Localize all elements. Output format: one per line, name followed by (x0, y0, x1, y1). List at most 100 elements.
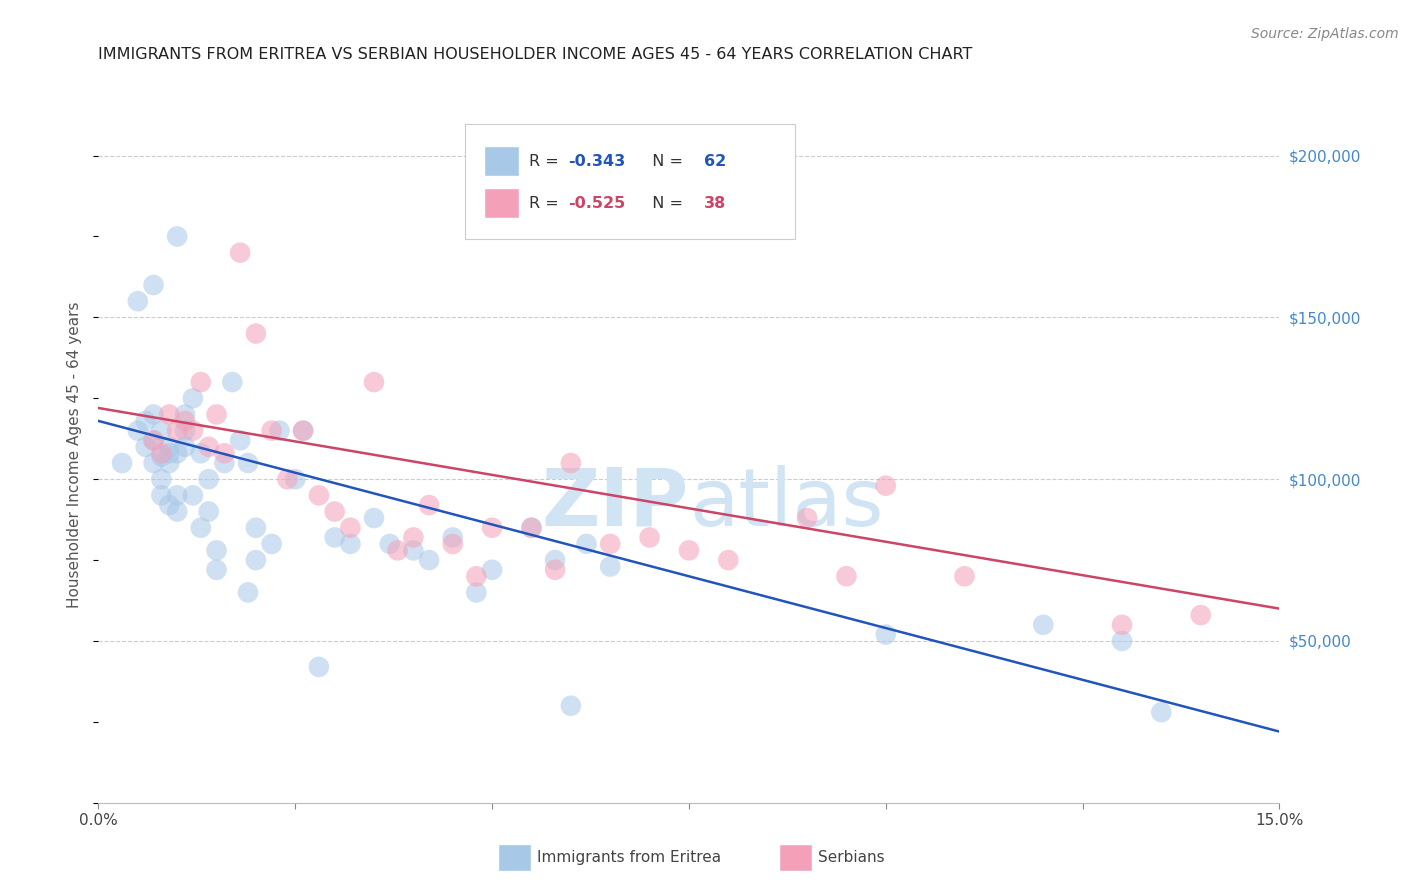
Point (174, 408, 197, 422)
Point (157, 498, 180, 512)
Point (387, 543, 409, 558)
Point (284, 472, 307, 486)
Point (157, 408, 180, 422)
Point (323, 504, 346, 518)
Point (1032, 617, 1054, 632)
Point (135, 440, 157, 454)
Point (1150, 705, 1173, 719)
Point (1111, 617, 1133, 632)
Point (166, 229, 188, 244)
Point (323, 531, 346, 545)
Point (269, 424, 291, 438)
Point (544, 563, 567, 577)
Point (465, 585, 488, 599)
Point (599, 537, 621, 551)
Point (142, 278, 165, 293)
Point (166, 504, 188, 518)
Point (339, 521, 361, 535)
Text: atlas: atlas (689, 465, 883, 542)
Point (181, 392, 204, 406)
Point (190, 446, 212, 460)
Point (796, 511, 818, 525)
Point (197, 472, 219, 486)
Point (197, 504, 219, 518)
Point (481, 521, 503, 535)
Point (465, 569, 488, 583)
Point (214, 446, 236, 460)
Text: 62: 62 (704, 153, 727, 169)
Text: Source: ZipAtlas.com: Source: ZipAtlas.com (1251, 27, 1399, 41)
Text: -0.525: -0.525 (568, 195, 626, 211)
Bar (485, 189, 517, 217)
Point (520, 521, 543, 535)
FancyBboxPatch shape (464, 124, 796, 239)
Point (575, 537, 598, 551)
Text: Serbians: Serbians (818, 850, 884, 864)
Point (166, 488, 188, 502)
Point (236, 456, 259, 470)
Point (174, 414, 197, 428)
Text: -0.343: -0.343 (568, 153, 626, 169)
Point (142, 434, 165, 448)
Text: IMMIGRANTS FROM ERITREA VS SERBIAN HOUSEHOLDER INCOME AGES 45 - 64 YEARS CORRELA: IMMIGRANTS FROM ERITREA VS SERBIAN HOUSE… (98, 47, 973, 62)
Text: R =: R = (530, 195, 564, 211)
Point (221, 375, 243, 389)
Point (276, 472, 298, 486)
Point (181, 424, 204, 438)
Point (560, 456, 582, 470)
Point (292, 424, 315, 438)
Point (441, 531, 464, 545)
Text: Immigrants from Eritrea: Immigrants from Eritrea (537, 850, 721, 864)
Point (127, 424, 149, 438)
Point (142, 434, 165, 448)
Point (339, 537, 361, 551)
Point (150, 472, 173, 486)
Point (214, 456, 236, 470)
Point (174, 440, 197, 454)
Point (418, 553, 440, 567)
Point (520, 521, 543, 535)
Point (481, 563, 503, 577)
Point (174, 424, 197, 438)
Point (1189, 608, 1212, 623)
Point (308, 660, 330, 674)
Point (441, 537, 464, 551)
Point (875, 627, 897, 641)
Point (111, 456, 134, 470)
Point (717, 553, 740, 567)
Point (190, 375, 212, 389)
Point (292, 424, 315, 438)
Point (205, 408, 228, 422)
Point (560, 698, 582, 713)
Point (308, 488, 330, 502)
Point (157, 456, 180, 470)
Point (599, 559, 621, 574)
Point (150, 488, 173, 502)
Point (157, 440, 180, 454)
Text: N =: N = (641, 153, 688, 169)
Point (544, 553, 567, 567)
Text: 38: 38 (704, 195, 727, 211)
Point (245, 553, 267, 567)
Point (135, 414, 157, 428)
Point (363, 511, 385, 525)
Point (142, 456, 165, 470)
Point (205, 543, 228, 558)
Point (166, 446, 188, 460)
Point (378, 537, 401, 551)
Point (127, 294, 149, 309)
Point (418, 498, 440, 512)
Point (1111, 634, 1133, 648)
Point (236, 585, 259, 599)
Point (245, 326, 267, 341)
Point (166, 424, 188, 438)
Point (190, 521, 212, 535)
Point (150, 424, 173, 438)
Point (142, 408, 165, 422)
Point (229, 245, 252, 260)
Point (197, 440, 219, 454)
Text: ZIP: ZIP (541, 465, 689, 542)
Point (260, 537, 283, 551)
Point (875, 478, 897, 492)
Text: N =: N = (641, 195, 688, 211)
